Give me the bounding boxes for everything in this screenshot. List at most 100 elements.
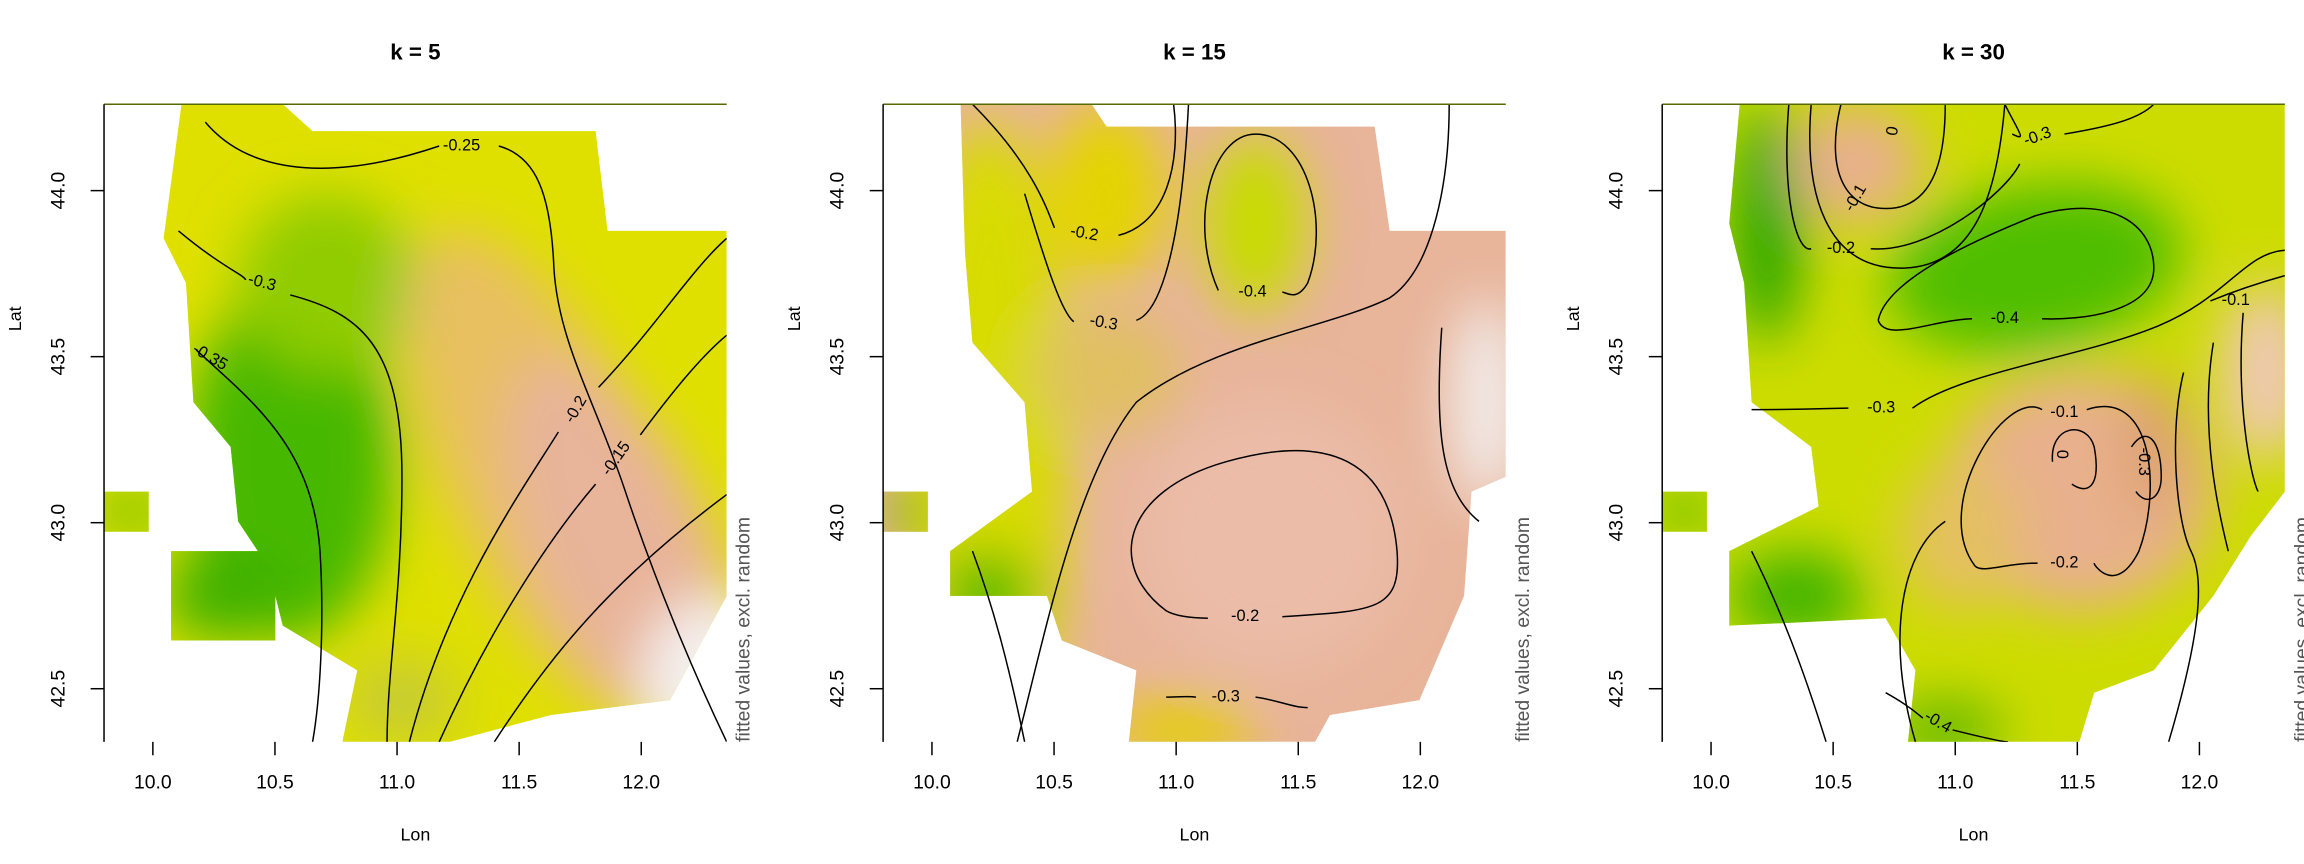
contour-label: -0.3 — [1212, 687, 1240, 705]
panel: 0 -0.3-0.1-0.2-0.4-0.1-0.3 -0.10 -0.3-0.2-0… — [1563, 40, 2304, 845]
y-tick-label: 43.5 — [1606, 338, 1628, 376]
panel-title: k = 15 — [1163, 40, 1226, 65]
y-tick-label: 43.0 — [1606, 504, 1628, 542]
contour-line — [1016, 104, 1450, 742]
y-tick-label: 42.5 — [1606, 670, 1628, 708]
heat-blob — [640, 595, 727, 742]
heat-blob — [1046, 104, 1167, 284]
contour-line — [1877, 207, 2155, 331]
x-tick-label: 10.0 — [134, 772, 172, 794]
x-tick-label: 10.5 — [256, 772, 294, 794]
y-tick-label: 42.5 — [47, 670, 69, 708]
y-axis-label: Lat — [1563, 306, 1583, 331]
y-tick-label: 43.5 — [47, 338, 69, 376]
heat-blob — [1449, 297, 1506, 507]
contour-line — [2051, 429, 2097, 490]
contour-line — [1834, 104, 1946, 210]
y-tick-label: 43.0 — [47, 504, 69, 542]
heat-blob — [1729, 104, 1804, 343]
z-axis-label: fitted values, excl. random — [2291, 517, 2304, 742]
contour-line — [2130, 435, 2162, 501]
contour-label: 0 — [2055, 450, 2073, 459]
x-tick-label: 12.0 — [2181, 772, 2219, 794]
contour-line — [1809, 104, 2006, 269]
y-axis-label: Lat — [5, 306, 25, 331]
contour-label: -0.3 — [1867, 398, 1895, 416]
contour-line — [1023, 104, 1190, 323]
contour-line — [2167, 274, 2285, 742]
contour-line — [195, 349, 323, 742]
heat-blob — [2124, 372, 2184, 522]
contour-label: -0.3 — [2135, 448, 2153, 476]
x-axis-label: Lon — [1180, 824, 1210, 844]
y-tick-label: 44.0 — [1606, 172, 1628, 210]
heat-blob — [1662, 490, 1707, 532]
x-tick-label: 10.5 — [1035, 772, 1073, 794]
y-tick-label: 43.0 — [827, 504, 849, 542]
contour-line — [204, 121, 727, 742]
contour-line — [1751, 249, 2285, 411]
z-axis-label: fitted values, excl. random — [733, 517, 755, 742]
x-tick-label: 12.0 — [622, 772, 660, 794]
contours: -0.2 -0.4 -0.3 -0.2 -0.3 — [971, 104, 1480, 742]
heat-blob — [1106, 700, 1256, 742]
contour-line — [1885, 692, 2008, 742]
y-tick-label: 43.5 — [827, 338, 849, 376]
contour-label: -0.4 — [1991, 309, 2019, 327]
heat-blobs — [1662, 104, 2285, 742]
heat-blob — [883, 490, 928, 532]
x-tick-label: 10.0 — [913, 772, 951, 794]
contour-line — [971, 550, 1026, 742]
heat-blob — [1729, 551, 1864, 641]
x-tick-label: 11.0 — [379, 772, 415, 794]
z-axis-label: fitted values, excl. random — [1512, 517, 1534, 742]
contour-line — [1166, 695, 1308, 709]
contour-label: -0.2 — [2050, 553, 2078, 571]
x-tick-label: 11.5 — [501, 772, 537, 794]
heatmap — [1662, 104, 2285, 742]
contour-line — [1438, 327, 1480, 522]
heat-blob — [1032, 312, 1182, 432]
y-tick-label: 42.5 — [827, 670, 849, 708]
y-tick-label: 44.0 — [827, 172, 849, 210]
contour-label: -0.2 — [1069, 222, 1100, 245]
contour-line — [493, 493, 727, 742]
contour-line — [1130, 449, 1399, 619]
contour-line — [1786, 104, 2021, 250]
contour-line — [1204, 133, 1318, 296]
x-axis-label: Lon — [1959, 824, 1989, 844]
contour-line — [2004, 104, 2155, 138]
panel-title: k = 5 — [390, 40, 440, 65]
heat-blob — [1887, 183, 2183, 353]
x-axis-label: Lon — [400, 824, 430, 844]
panel-title: k = 30 — [1942, 40, 2005, 65]
heat-blob — [1900, 461, 2020, 611]
contour-label: -0.25 — [443, 136, 480, 154]
x-tick-label: 11.5 — [1280, 772, 1316, 794]
y-tick-label: 44.0 — [47, 172, 69, 210]
contour-line — [408, 237, 727, 742]
contour-line — [438, 334, 727, 742]
contour-line — [1960, 406, 2151, 577]
x-tick-label: 11.0 — [1158, 772, 1194, 794]
x-tick-label: 10.0 — [1692, 772, 1730, 794]
contour-line — [178, 230, 403, 742]
contour-label: 0 — [1883, 125, 1902, 137]
heat-blob — [1788, 104, 1923, 224]
contour-label: -0.3 — [1088, 311, 1119, 334]
contour-label: -0.2 — [1827, 239, 1855, 257]
contour-label: -0.1 — [2050, 403, 2078, 421]
heat-blob — [1203, 134, 1308, 313]
heat-blob — [104, 490, 149, 532]
heat-blob — [342, 655, 462, 742]
heat-blob — [238, 193, 417, 373]
heat-blob — [1136, 402, 1405, 671]
heat-blob — [163, 551, 283, 641]
heatmap — [104, 104, 727, 742]
contour-line — [2207, 312, 2259, 552]
x-tick-label: 11.5 — [2059, 772, 2095, 794]
heat-blob — [905, 119, 1070, 742]
x-tick-label: 10.5 — [1814, 772, 1852, 794]
